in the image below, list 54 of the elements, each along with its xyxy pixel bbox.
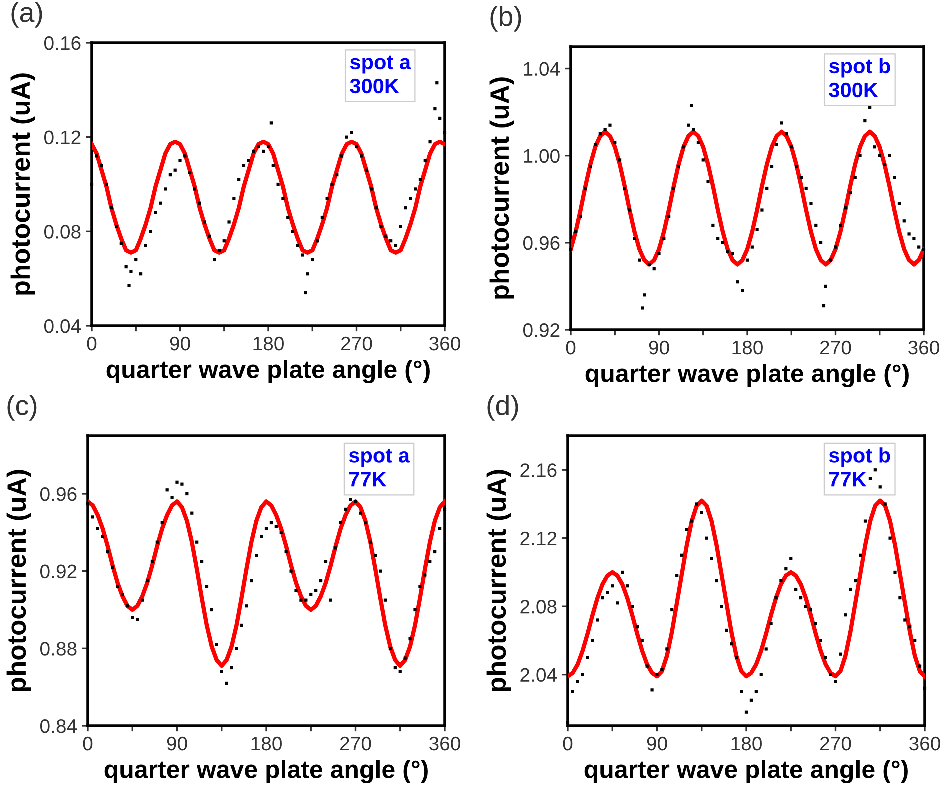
- x-axis-title: quarter wave plate angle (°): [586, 364, 909, 388]
- x-axis-title: quarter wave plate angle (°): [584, 760, 908, 784]
- x-tick-label: 90: [649, 340, 670, 355]
- x-tick-label: 360: [430, 336, 460, 351]
- x-tick-label: 0: [83, 736, 93, 751]
- chart-title: (c): [8, 395, 37, 421]
- line-series: [568, 498, 925, 679]
- x-tick-label: 0: [87, 336, 97, 351]
- x-axis-title: quarter wave plate angle (°): [104, 760, 428, 784]
- y-axis-title: photocurrent (uA): [486, 470, 512, 692]
- chart-title: (d): [488, 395, 518, 421]
- y-tick-label: 1.04: [524, 62, 560, 76]
- x-tick-label: 270: [820, 736, 852, 751]
- line-series: [92, 140, 445, 255]
- y-tick-label: 0.08: [44, 225, 81, 239]
- y-tick-label: 0.12: [44, 130, 81, 145]
- y-tick-label: 0.04: [44, 319, 82, 334]
- x-tick-label: 270: [820, 340, 852, 355]
- y-tick-label: 2.04: [520, 668, 558, 682]
- y-axis-title: photocurrent (uA): [10, 74, 36, 295]
- x-tick-label: 180: [732, 340, 763, 355]
- x-tick-label: 0: [563, 736, 573, 751]
- x-tick-label: 360: [910, 736, 940, 751]
- x-tick-label: 270: [342, 336, 372, 351]
- annotation: spot a 77K: [349, 449, 410, 487]
- x-tick-label: 90: [170, 336, 190, 351]
- x-tick-label: 270: [340, 736, 372, 751]
- x-tick-label: 0: [566, 340, 576, 355]
- x-tick-label: 180: [732, 736, 762, 751]
- y-tick-label: 0.92: [40, 564, 77, 579]
- y-tick-label: 0.16: [44, 36, 81, 50]
- x-tick-label: 360: [430, 736, 460, 751]
- annotation: spot b 300K: [829, 58, 890, 98]
- x-axis-title: quarter wave plate angle (°): [106, 360, 430, 384]
- y-tick-label: 0.96: [40, 487, 77, 502]
- x-tick-label: 90: [167, 736, 188, 751]
- x-tick-label: 180: [252, 736, 282, 751]
- y-tick-label: 0.88: [40, 642, 77, 656]
- annotation: spot b 77K: [829, 448, 890, 487]
- y-axis-title: photocurrent (uA): [6, 470, 32, 692]
- y-tick-label: 0.92: [524, 323, 560, 338]
- y-tick-label: 1.00: [524, 149, 560, 164]
- y-axis-title: photocurrent (uA): [490, 78, 514, 299]
- x-tick-label: 360: [908, 340, 940, 355]
- y-tick-label: 2.08: [520, 600, 557, 614]
- chart-title: (b): [490, 6, 522, 32]
- y-tick-label: 0.84: [40, 719, 78, 734]
- y-tick-label: 2.16: [520, 464, 557, 478]
- y-tick-label: 0.96: [524, 236, 560, 250]
- x-tick-label: 180: [254, 336, 284, 351]
- y-tick-label: 2.12: [520, 532, 557, 546]
- annotation: spot a 300K: [350, 56, 412, 94]
- x-tick-label: 90: [647, 736, 668, 751]
- chart-title: (a): [12, 2, 42, 28]
